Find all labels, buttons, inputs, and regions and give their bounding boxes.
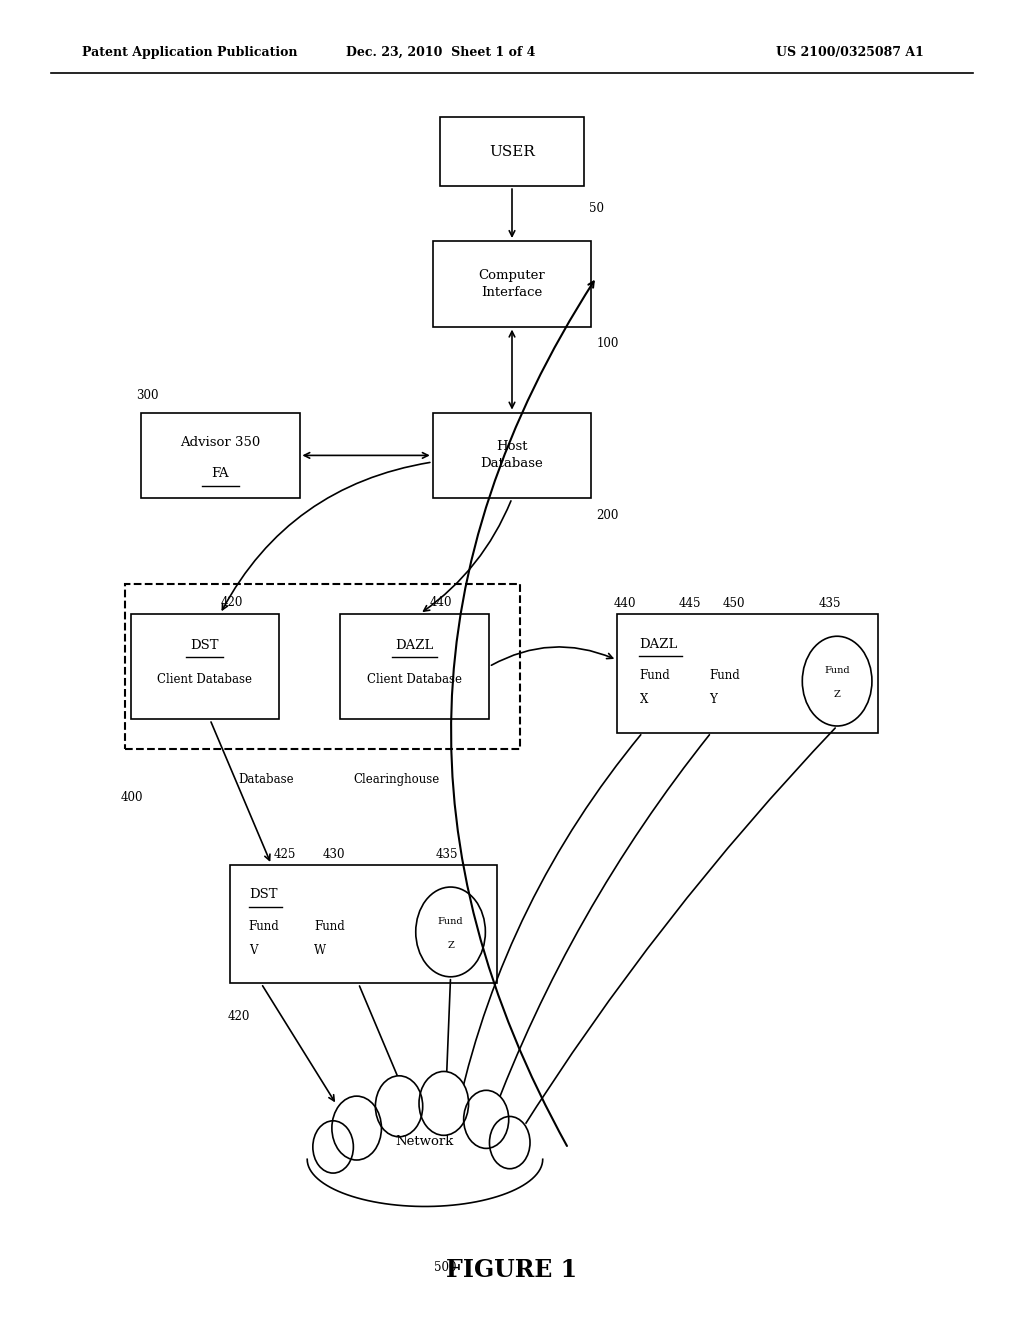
- Ellipse shape: [307, 1098, 543, 1206]
- Text: Fund: Fund: [249, 920, 280, 933]
- Text: 450: 450: [723, 597, 744, 610]
- Text: 420: 420: [227, 1010, 250, 1023]
- Bar: [131, 614, 279, 719]
- Text: Fund: Fund: [314, 920, 345, 933]
- Text: 400: 400: [121, 792, 142, 804]
- Circle shape: [313, 1121, 353, 1173]
- Text: USER: USER: [489, 145, 535, 158]
- Text: FIGURE 1: FIGURE 1: [446, 1258, 578, 1282]
- Text: DST: DST: [249, 888, 278, 902]
- Circle shape: [332, 1096, 381, 1160]
- Text: 425: 425: [273, 847, 296, 861]
- Text: Clearinghouse: Clearinghouse: [353, 774, 439, 785]
- Circle shape: [416, 887, 485, 977]
- Text: X: X: [639, 693, 648, 706]
- Text: Database: Database: [239, 774, 294, 785]
- Text: 430: 430: [323, 847, 345, 861]
- Bar: [230, 865, 497, 983]
- Text: 50: 50: [589, 202, 604, 215]
- Text: 435: 435: [818, 597, 841, 610]
- Text: Z: Z: [834, 690, 841, 698]
- Bar: [340, 614, 489, 719]
- Text: 435: 435: [435, 847, 458, 861]
- Text: FA: FA: [211, 467, 229, 480]
- Text: Fund: Fund: [639, 669, 671, 682]
- Bar: [432, 412, 592, 498]
- Text: 445: 445: [679, 597, 700, 610]
- Bar: [440, 117, 584, 186]
- Text: 440: 440: [614, 597, 636, 610]
- Text: DST: DST: [190, 639, 219, 652]
- Text: 500: 500: [434, 1261, 457, 1274]
- Text: Y: Y: [709, 693, 717, 706]
- Circle shape: [489, 1117, 530, 1168]
- Bar: [125, 583, 520, 750]
- Circle shape: [376, 1076, 423, 1137]
- Text: Advisor 350: Advisor 350: [180, 436, 260, 449]
- Text: Host
Database: Host Database: [480, 441, 544, 470]
- Bar: [616, 614, 879, 733]
- Text: 100: 100: [596, 337, 618, 350]
- Text: 300: 300: [135, 389, 158, 401]
- Text: Dec. 23, 2010  Sheet 1 of 4: Dec. 23, 2010 Sheet 1 of 4: [346, 46, 535, 59]
- Text: US 2100/0325087 A1: US 2100/0325087 A1: [776, 46, 924, 59]
- Text: Client Database: Client Database: [368, 673, 462, 686]
- Text: V: V: [249, 944, 257, 957]
- Circle shape: [802, 636, 871, 726]
- Text: Client Database: Client Database: [158, 673, 252, 686]
- Text: Network: Network: [395, 1135, 455, 1148]
- Bar: [141, 412, 299, 498]
- Text: Fund: Fund: [709, 669, 740, 682]
- Text: 440: 440: [430, 595, 453, 609]
- Text: Z: Z: [447, 941, 454, 949]
- Bar: [432, 240, 592, 326]
- Text: 200: 200: [596, 508, 618, 521]
- Circle shape: [419, 1072, 469, 1135]
- Text: W: W: [314, 944, 327, 957]
- Circle shape: [464, 1090, 509, 1148]
- Text: Fund: Fund: [824, 667, 850, 675]
- Text: DAZL: DAZL: [395, 639, 434, 652]
- Text: Patent Application Publication: Patent Application Publication: [82, 46, 297, 59]
- Text: Computer
Interface: Computer Interface: [478, 269, 546, 298]
- Text: 420: 420: [220, 595, 243, 609]
- Text: Fund: Fund: [437, 917, 464, 925]
- Text: DAZL: DAZL: [639, 638, 678, 651]
